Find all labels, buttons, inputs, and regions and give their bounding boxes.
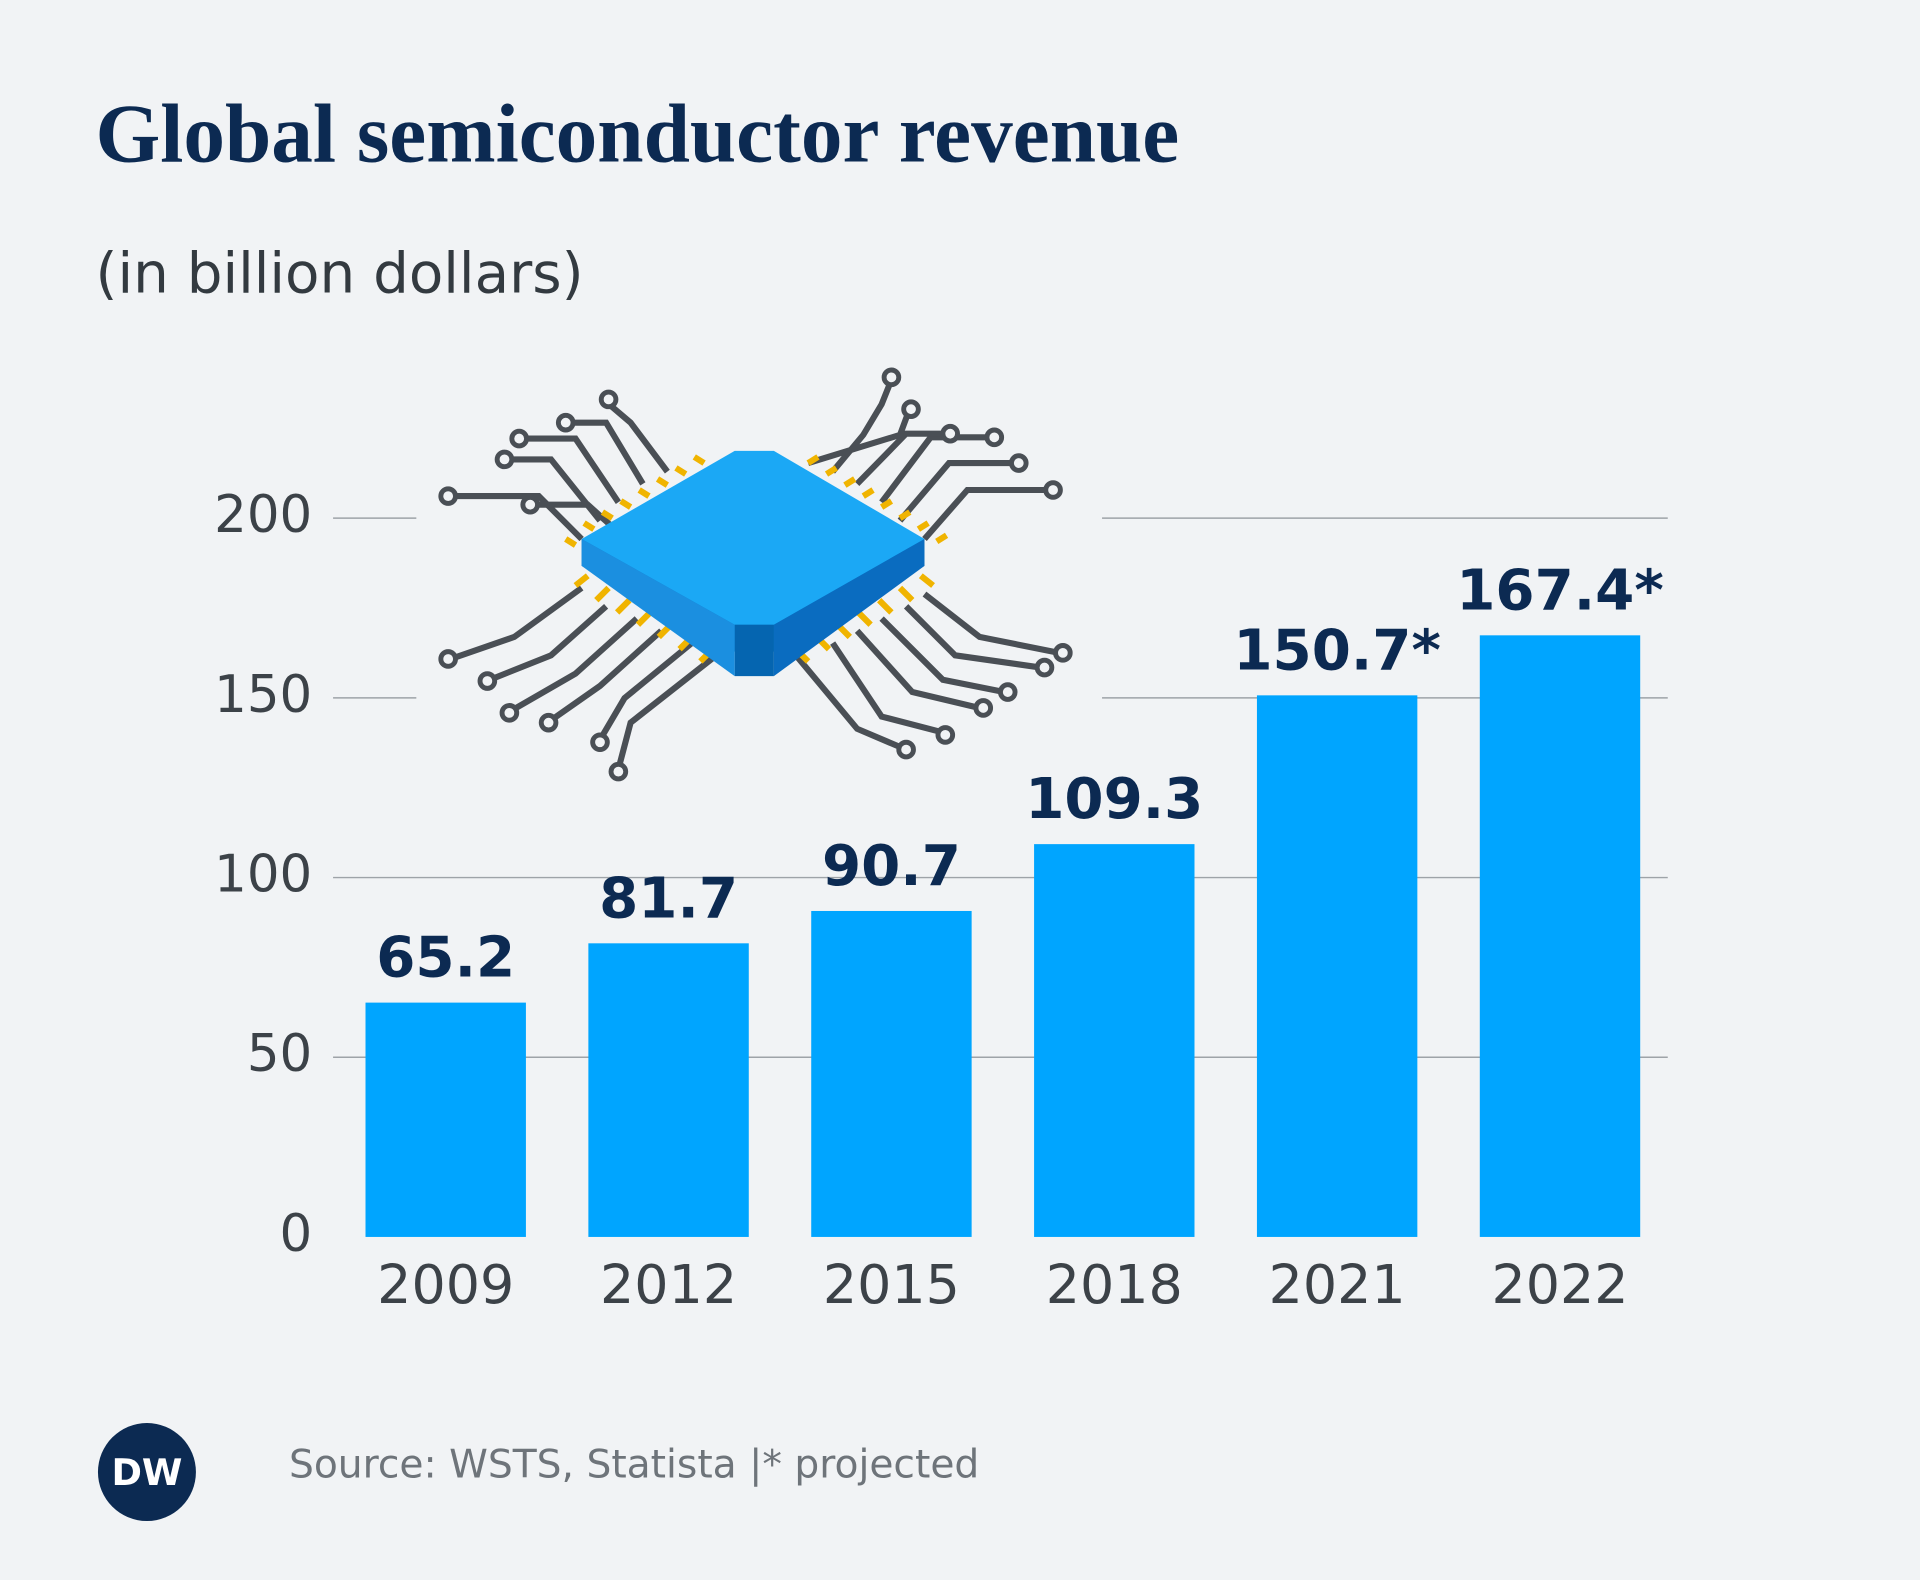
y-tick-label: 50 xyxy=(247,1024,312,1084)
y-tick-label: 150 xyxy=(214,665,312,725)
chart-title: Global semiconductor revenue xyxy=(96,88,1180,180)
y-tick-label: 100 xyxy=(214,845,312,905)
x-tick-label: 2009 xyxy=(377,1253,514,1316)
bar xyxy=(365,1002,526,1237)
chart-subtitle: (in billion dollars) xyxy=(96,242,584,307)
value-label: 81.7 xyxy=(599,866,738,931)
value-label: 150.7* xyxy=(1233,618,1441,683)
bar xyxy=(1479,635,1641,1237)
value-label: 65.2 xyxy=(376,926,515,991)
chip-illustration xyxy=(416,367,1103,784)
bar xyxy=(588,943,749,1237)
x-tick-label: 2018 xyxy=(1046,1253,1183,1316)
x-tick-label: 2012 xyxy=(600,1253,737,1316)
logo-badge xyxy=(97,1423,196,1522)
x-tick-label: 2015 xyxy=(823,1253,960,1316)
plot-area: 0 50 100 150 200 2009 65.2 2012 81.7 2015 90.7 2018… xyxy=(214,485,1664,1316)
value-label: 90.7 xyxy=(822,834,961,899)
y-tick-label: 0 xyxy=(280,1204,313,1264)
bar xyxy=(1034,844,1195,1237)
x-tick-label: 2022 xyxy=(1491,1253,1628,1316)
x-tick-label: 2021 xyxy=(1269,1253,1406,1316)
bar xyxy=(1256,695,1418,1237)
value-label: 167.4* xyxy=(1456,558,1664,623)
logo-text: DW xyxy=(111,1451,182,1494)
y-tick-label: 200 xyxy=(214,485,312,545)
source-note: Source: WSTS, Statista |* projected xyxy=(289,1443,979,1488)
bar xyxy=(811,910,972,1237)
value-label: 109.3 xyxy=(1025,767,1203,832)
